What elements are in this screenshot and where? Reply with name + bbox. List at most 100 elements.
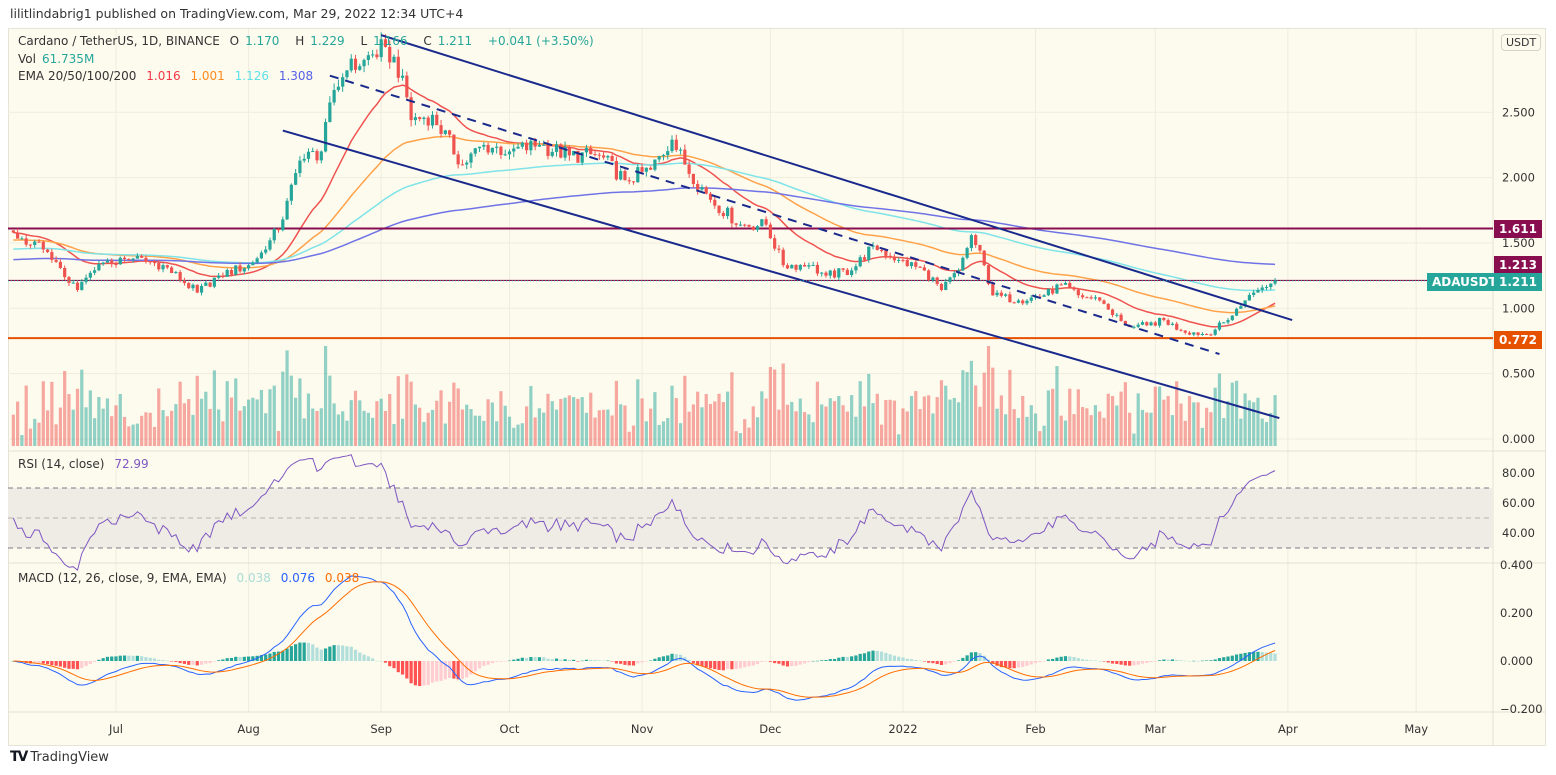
- macd-label[interactable]: MACD (12, 26, close, 9, EMA, EMA): [18, 571, 227, 585]
- candle-body: [345, 70, 349, 78]
- candle-body: [589, 147, 593, 155]
- volume-bar: [315, 410, 319, 446]
- macd-histogram-bar: [743, 661, 747, 668]
- volume-bar: [396, 376, 400, 446]
- candle-body: [862, 257, 867, 260]
- tradingview-logo-icon[interactable]: TV: [10, 749, 28, 765]
- volume-bar: [1162, 399, 1166, 446]
- candle-body: [597, 154, 601, 156]
- ema-legend: EMA 20/50/100/200 1.016 1.001 1.126 1.30…: [18, 69, 319, 83]
- volume-bar: [84, 407, 88, 446]
- macd-histogram-bar: [452, 661, 456, 679]
- volume-bar: [986, 346, 991, 446]
- volume-bar: [879, 424, 884, 446]
- volume-bar: [135, 423, 139, 446]
- macd-histogram-bar: [110, 656, 114, 661]
- volume-bar: [1051, 388, 1055, 446]
- candle-body: [790, 264, 794, 269]
- candle-body: [550, 151, 554, 156]
- volume-bar: [1200, 427, 1204, 446]
- volume-bar: [238, 410, 242, 446]
- macd-histogram-bar: [157, 659, 161, 661]
- macd-histogram-bar: [298, 642, 302, 661]
- candle-body: [37, 241, 41, 243]
- volume-legend: Vol 61.735M: [18, 52, 95, 66]
- candle-body: [542, 144, 546, 146]
- candle-body: [1063, 282, 1068, 285]
- macd-histogram-bar: [961, 657, 965, 661]
- candle-body: [1098, 297, 1102, 301]
- candle-body: [1247, 294, 1252, 301]
- volume-bar: [559, 399, 563, 446]
- candle-body: [328, 102, 332, 123]
- volume-bar: [640, 398, 644, 446]
- macd-histogram-bar: [1038, 661, 1042, 663]
- candle-body: [614, 161, 619, 180]
- volume-bar: [794, 411, 798, 446]
- macd-histogram-bar: [798, 661, 802, 665]
- macd-histogram-bar: [37, 661, 41, 664]
- macd-histogram-bar: [148, 657, 152, 661]
- candle-body: [644, 167, 648, 172]
- volume-bar: [927, 395, 931, 446]
- candle-body: [631, 181, 636, 183]
- volume-bar: [469, 409, 473, 446]
- macd-histogram-bar: [238, 656, 242, 661]
- volume-bar: [700, 407, 704, 446]
- macd-histogram-bar: [191, 661, 195, 665]
- volume-bar: [157, 388, 161, 446]
- candle-body: [11, 230, 15, 233]
- volume-bar: [1196, 402, 1200, 446]
- volume-bar: [854, 416, 858, 446]
- macd-histogram-bar: [58, 661, 62, 667]
- volume-bar: [1063, 420, 1068, 446]
- volume-bar: [276, 430, 281, 446]
- candle-body: [298, 160, 302, 174]
- candle-body: [1072, 287, 1076, 290]
- candle-body: [315, 151, 319, 161]
- candle-body: [995, 292, 999, 296]
- rsi-label[interactable]: RSI (14, close): [18, 457, 105, 471]
- candle-body: [127, 259, 131, 261]
- volume-bar: [785, 404, 790, 446]
- volume-bar: [623, 405, 627, 446]
- volume-bar: [610, 415, 614, 446]
- candle-body: [41, 241, 45, 250]
- volume-bar: [601, 409, 606, 446]
- volume-bar: [1153, 386, 1157, 446]
- time-axis-label: Jul: [108, 722, 123, 736]
- candle-body: [606, 156, 610, 158]
- candle-body: [1085, 297, 1089, 299]
- macd-histogram-bar: [396, 661, 400, 673]
- footer-brand[interactable]: TradingView: [30, 749, 109, 765]
- last-price-tag: 1.211: [1494, 273, 1542, 291]
- candle-body: [879, 250, 884, 252]
- volume-bar: [28, 428, 33, 446]
- macd-histogram-bar: [1196, 660, 1200, 662]
- currency-button[interactable]: USDT: [1501, 34, 1542, 51]
- candle-body: [751, 226, 755, 230]
- volume-bar: [704, 394, 708, 446]
- macd-histogram-bar: [1149, 661, 1153, 663]
- volume-bar: [721, 402, 725, 446]
- candle-body: [768, 224, 772, 239]
- macd-histogram-bar: [1179, 660, 1183, 661]
- macd-histogram-bar: [460, 661, 465, 679]
- macd-histogram-bar: [1230, 655, 1234, 661]
- candle-body: [978, 245, 982, 251]
- ema-label[interactable]: EMA 20/50/100/200: [18, 69, 137, 83]
- candle-body: [888, 255, 892, 258]
- volume-bar: [1175, 381, 1179, 446]
- macd-histogram-bar: [593, 660, 597, 661]
- volume-bar: [991, 367, 995, 446]
- volume-bar: [884, 399, 888, 446]
- candle-body: [828, 270, 832, 276]
- macd-axis-label: 0.400: [1500, 558, 1533, 572]
- symbol-title[interactable]: Cardano / TetherUS, 1D, BINANCE: [18, 34, 220, 48]
- candle-body: [178, 272, 182, 281]
- candle-body: [1243, 300, 1247, 307]
- candle-body: [798, 264, 802, 270]
- macd-histogram-bar: [619, 661, 623, 664]
- candle-body: [482, 144, 486, 147]
